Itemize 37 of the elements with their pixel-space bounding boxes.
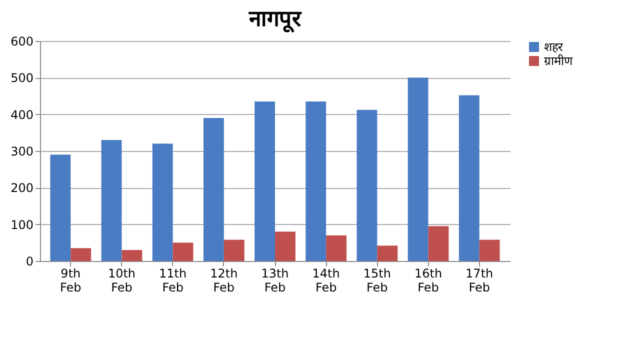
y-tick-label: 500: [10, 71, 34, 86]
bar: [275, 232, 296, 261]
bar: [377, 246, 398, 261]
x-tick-label: 11th Feb: [159, 266, 187, 294]
legend-label: शहर: [544, 40, 564, 54]
y-tick-label: 0: [26, 254, 34, 268]
y-tick-label: 400: [10, 108, 34, 122]
y-tick-label: 300: [10, 144, 34, 158]
bar: [408, 78, 428, 261]
bar: [172, 242, 194, 261]
x-tick-label: 17th Feb: [466, 266, 494, 294]
bar: [254, 102, 275, 261]
legend-label: ग्रामीण: [544, 54, 573, 68]
x-tick-label: 12th Feb: [210, 266, 238, 294]
bar: [458, 95, 480, 261]
bar: [428, 226, 449, 261]
bar: [122, 250, 142, 261]
bar: [152, 144, 173, 261]
bar: [479, 240, 500, 261]
bar: [306, 102, 326, 261]
bar: [224, 240, 244, 261]
bar: [101, 140, 122, 261]
y-tick-label: 100: [10, 218, 34, 232]
y-tick-label: 600: [10, 34, 34, 48]
chart-title: नागपूर: [248, 7, 302, 33]
y-tick-label: 200: [10, 181, 34, 196]
x-tick-label: 14th Feb: [312, 266, 340, 294]
bar: [70, 248, 92, 261]
x-tick-label: 13th Feb: [261, 266, 289, 294]
bar: [326, 235, 347, 261]
x-tick-label: 9th Feb: [60, 266, 82, 294]
bar: [203, 118, 224, 261]
x-tick-label: 16th Feb: [414, 266, 442, 294]
x-tick-label: 10th Feb: [108, 266, 136, 294]
x-tick-label: 15th Feb: [363, 266, 391, 294]
bar: [356, 110, 378, 261]
bar: [50, 154, 71, 261]
